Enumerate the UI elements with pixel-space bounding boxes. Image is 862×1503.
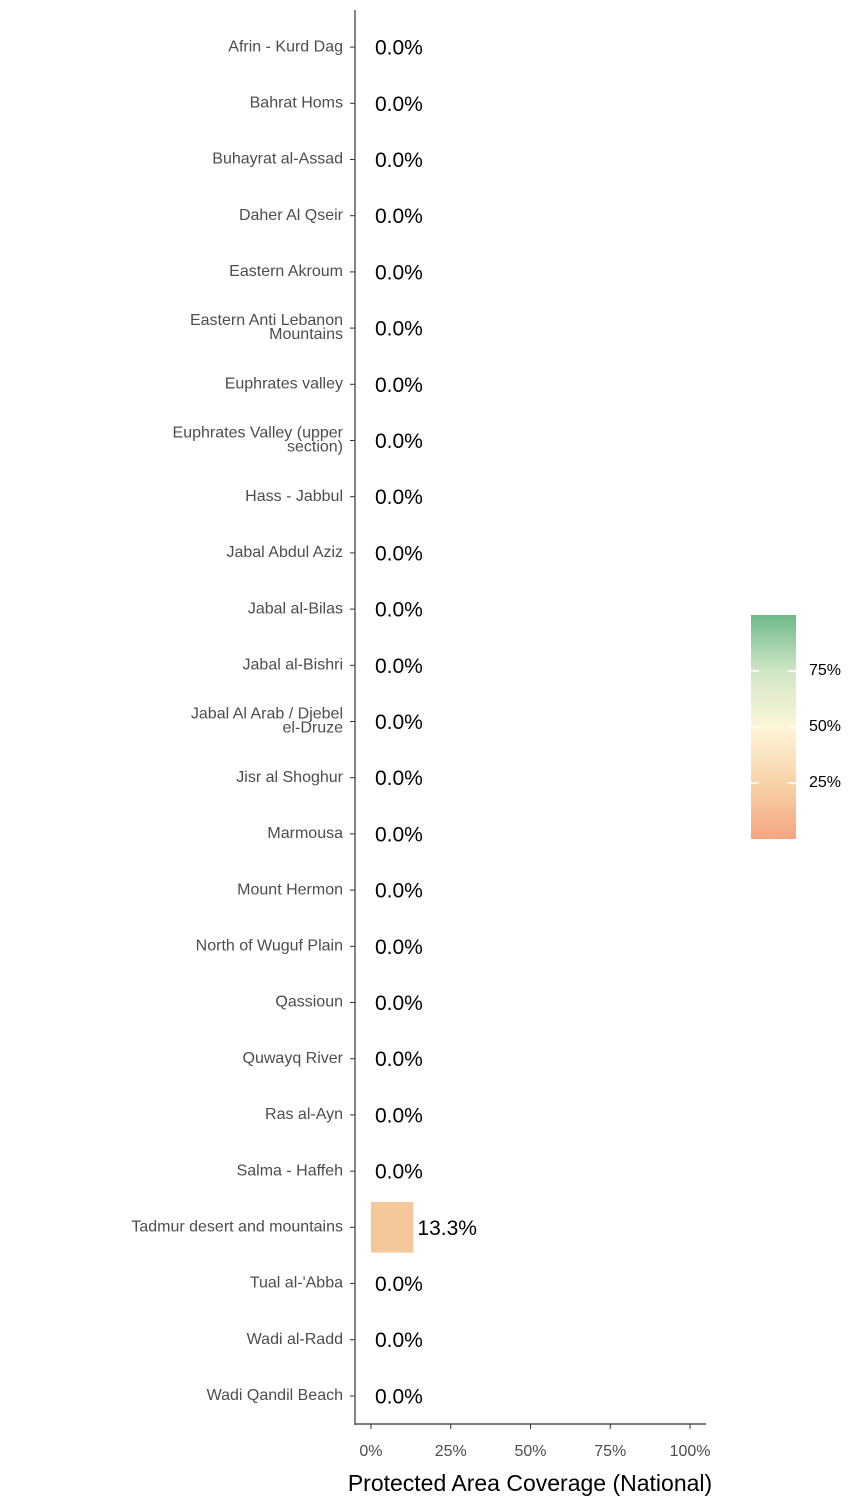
y-tick-label: Afrin - Kurd Dag (228, 38, 343, 55)
y-tick-label: Eastern Akroum (229, 263, 343, 280)
x-tick-label: 0% (359, 1443, 382, 1460)
value-label: 0.0% (375, 655, 423, 678)
y-tick-label: Tual al-'Abba (250, 1275, 343, 1292)
y-tick-label: Mount Hermon (237, 881, 343, 898)
y-tick-label: Hass - Jabbul (245, 488, 343, 505)
y-tick-label: Bahrat Homs (250, 95, 343, 112)
y-tick-label: Qassioun (275, 994, 343, 1011)
y-tick-label: Jisr al Shoghur (236, 769, 343, 786)
y-tick-label: Jabal al-Bishri (243, 657, 343, 674)
value-label: 0.0% (375, 542, 423, 565)
y-tick-label: Euphrates Valley (upper section) (173, 425, 344, 456)
value-label: 0.0% (375, 599, 423, 622)
y-tick-label: Wadi Qandil Beach (207, 1387, 343, 1404)
x-tick-label: 75% (594, 1443, 626, 1460)
value-label: 0.0% (375, 486, 423, 509)
colorbar-tick-label: 50% (809, 718, 841, 735)
value-label: 0.0% (375, 711, 423, 734)
value-label: 0.0% (375, 37, 423, 60)
value-label: 0.0% (375, 205, 423, 228)
value-label: 0.0% (375, 992, 423, 1015)
value-label: 0.0% (375, 1273, 423, 1296)
value-label: 0.0% (375, 767, 423, 790)
value-label: 0.0% (375, 318, 423, 341)
value-label: 0.0% (375, 823, 423, 846)
value-label: 0.0% (375, 149, 423, 172)
value-label: 0.0% (375, 936, 423, 959)
x-tick-label: 50% (514, 1443, 546, 1460)
y-tick-label: Ras al-Ayn (265, 1106, 343, 1123)
value-label: 0.0% (375, 1104, 423, 1127)
y-tick-label: Salma - Haffeh (237, 1162, 343, 1179)
y-tick-label: Jabal al-Bilas (248, 600, 343, 617)
y-tick-label: Quwayq River (243, 1050, 344, 1067)
value-label: 0.0% (375, 261, 423, 284)
y-tick-label: Daher Al Qseir (239, 207, 344, 224)
y-tick-label: Jabal Abdul Aziz (226, 544, 343, 561)
value-label: 13.3% (417, 1217, 477, 1240)
y-tick-label: North of Wuguf Plain (196, 938, 343, 955)
value-label: 0.0% (375, 1385, 423, 1408)
value-label: 0.0% (375, 1048, 423, 1071)
y-tick-label: Euphrates valley (225, 376, 343, 393)
y-tick-label: Wadi al-Radd (247, 1331, 343, 1348)
value-label: 0.0% (375, 1161, 423, 1184)
y-tick-label: Marmousa (267, 825, 343, 842)
value-label: 0.0% (375, 1329, 423, 1352)
colorbar-tick-label: 75% (809, 662, 841, 679)
y-tick-label: Jabal Al Arab / Djebel el-Druze (191, 706, 343, 737)
y-tick-label: Buhayrat al-Assad (212, 151, 343, 168)
value-label: 0.0% (375, 374, 423, 397)
value-label: 0.0% (375, 430, 423, 453)
x-tick-label: 100% (670, 1443, 711, 1460)
value-label: 0.0% (375, 93, 423, 116)
colorbar-tick-label: 25% (809, 774, 841, 791)
y-tick-label: Tadmur desert and mountains (131, 1219, 343, 1236)
bar (370, 1202, 414, 1253)
y-tick-label: Eastern Anti Lebanon Mountains (190, 312, 343, 343)
x-axis-title: Protected Area Coverage (National) (348, 1470, 712, 1496)
value-label: 0.0% (375, 880, 423, 903)
x-tick-label: 25% (435, 1443, 467, 1460)
